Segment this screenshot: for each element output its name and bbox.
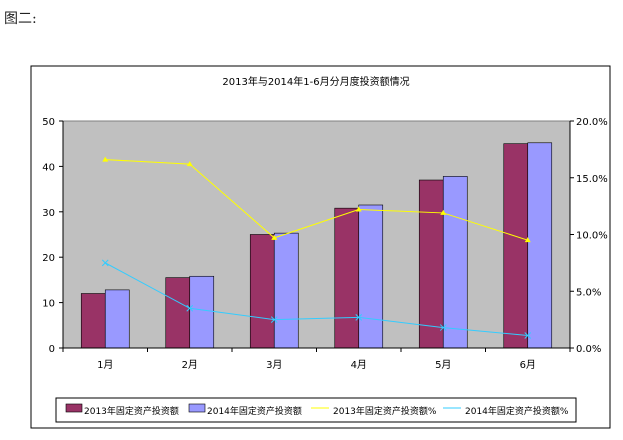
y-tick-right-label: 20.0% — [576, 117, 608, 128]
bar-2014-6 — [527, 142, 553, 349]
legend-swatch — [65, 403, 83, 413]
legend-swatch — [188, 403, 206, 413]
y-tick-right-label: 0.0% — [576, 344, 601, 355]
bar-2014-3 — [273, 232, 299, 349]
y-tick-left-label: 10 — [42, 299, 55, 310]
line-2013-pct — [105, 159, 528, 241]
point-2013-pct-2 — [186, 161, 193, 167]
bar-2013-5 — [418, 179, 444, 349]
point-2013-pct-5 — [440, 209, 447, 215]
bar-2013-6 — [503, 143, 529, 349]
x-tick-label: 2月 — [182, 359, 198, 371]
legend-box — [55, 397, 577, 423]
legend-label: 2013年固定资产投资额% — [333, 405, 437, 417]
point-2014-pct-3 — [270, 316, 278, 323]
bar-2013-3 — [249, 234, 275, 349]
x-tick-label: 6月 — [520, 359, 536, 371]
point-2014-pct-1 — [101, 259, 109, 267]
bar-2013-2 — [165, 277, 191, 349]
x-tick-label: 5月 — [435, 359, 451, 371]
chart-title: 2013年与2014年1-6月分月度投资额情况 — [222, 75, 409, 88]
bar-2013-1 — [80, 293, 106, 349]
point-2014-pct-5 — [439, 324, 447, 331]
point-2014-pct-2 — [186, 304, 194, 312]
legend-label: 2013年固定资产投资额 — [84, 405, 179, 417]
point-2013-pct-4 — [355, 206, 362, 212]
bar-2014-1 — [104, 289, 130, 349]
point-2014-pct-4 — [355, 314, 363, 321]
point-2013-pct-1 — [102, 156, 109, 162]
point-2013-pct-6 — [524, 237, 531, 243]
x-tick-label: 1月 — [97, 359, 113, 371]
y-tick-right-label: 15.0% — [576, 174, 608, 185]
y-tick-left-label: 40 — [42, 162, 55, 173]
bar-2013-4 — [334, 207, 360, 349]
point-2014-pct-6 — [524, 332, 532, 339]
x-tick-label: 4月 — [351, 359, 367, 371]
legend-label: 2014年固定资产投资额 — [207, 405, 302, 417]
y-tick-left-label: 50 — [42, 117, 55, 128]
y-tick-right-label: 10.0% — [576, 231, 608, 242]
y-tick-left-label: 30 — [42, 208, 55, 219]
x-tick-label: 3月 — [266, 359, 282, 371]
line-2014-pct — [105, 262, 528, 337]
bar-2014-5 — [442, 176, 468, 349]
plot-area — [62, 120, 571, 349]
legend-label: 2014年固定资产投资额% — [465, 405, 569, 417]
y-tick-right-label: 5.0% — [576, 287, 601, 298]
figure-caption: 图二: — [4, 11, 37, 27]
bar-2014-2 — [189, 275, 215, 349]
point-2013-pct-3 — [271, 234, 278, 240]
bar-2014-4 — [358, 204, 384, 349]
y-tick-left-label: 20 — [42, 253, 55, 264]
y-tick-left-label: 0 — [49, 344, 55, 355]
